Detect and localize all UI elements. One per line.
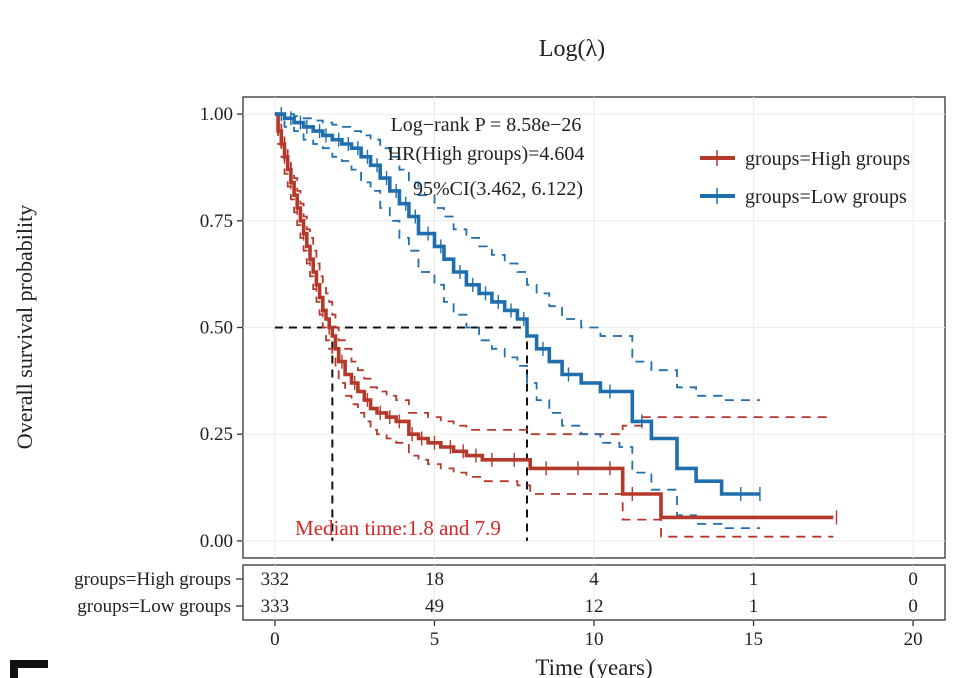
- risk-value-high-1: 18: [425, 569, 444, 590]
- median-annotation: Median time:1.8 and 7.9: [295, 516, 501, 540]
- y-tick-label-4: 1.00: [200, 104, 233, 125]
- risk-row-label-low: groups=Low groups: [77, 596, 231, 617]
- plot-grid: [243, 97, 945, 558]
- risk-value-low-4: 0: [908, 596, 918, 617]
- risk-value-high-4: 0: [908, 569, 918, 590]
- x-tick-label-1: 5: [430, 629, 440, 650]
- x-tick-label-2: 10: [585, 629, 604, 650]
- censor-marks: [280, 107, 838, 525]
- ci-upper-low: [274, 113, 760, 401]
- x-tick-label-3: 15: [744, 629, 763, 650]
- median-lines: [274, 326, 528, 541]
- risk-row-label-high: groups=High groups: [74, 569, 231, 590]
- legend-label-low: groups=Low groups: [745, 186, 907, 208]
- risk-value-low-0: 333: [261, 596, 290, 617]
- risk-value-high-3: 1: [749, 569, 759, 590]
- chart-title: Log(λ): [539, 36, 605, 62]
- ci-lower-low: [274, 113, 760, 529]
- risk-value-high-0: 332: [261, 569, 290, 590]
- panel-corner-mark: [10, 660, 48, 678]
- confidence-bands: [274, 113, 834, 538]
- x-axis-label: Time (years): [535, 655, 652, 678]
- survival-curve-low: [274, 112, 760, 496]
- risk-value-low-1: 49: [425, 596, 444, 617]
- y-axis-ticks: 0.00 0.25 0.50 0.75 1.00: [200, 104, 243, 552]
- x-axis-ticks: 0 5 10 15 20: [270, 620, 923, 650]
- y-tick-label-0: 0.00: [200, 531, 233, 552]
- risk-value-low-2: 12: [585, 596, 604, 617]
- legend-label-high: groups=High groups: [745, 148, 910, 170]
- risk-value-high-2: 4: [589, 569, 599, 590]
- ci-upper-high: [274, 113, 834, 436]
- y-tick-label-2: 0.50: [200, 318, 233, 339]
- risk-value-low-3: 1: [749, 596, 759, 617]
- ci-lower-high: [274, 113, 834, 538]
- logrank-annotation: Log−rank P = 8.58e−26: [391, 114, 582, 136]
- y-tick-label-3: 0.75: [200, 211, 233, 232]
- y-tick-label-1: 0.25: [200, 424, 233, 445]
- ci-annotation: 95%CI(3.462, 6.122): [413, 178, 583, 200]
- risk-table-grid: [274, 565, 914, 620]
- x-tick-label-4: 20: [904, 629, 923, 650]
- hr-annotation: HR(High groups)=4.604: [388, 143, 585, 165]
- x-tick-label-0: 0: [270, 629, 280, 650]
- y-axis-label: Overall survival probability: [12, 205, 37, 449]
- risk-table-values: 332 18 4 1 0 333 49 12 1 0: [261, 569, 918, 617]
- legend: groups=High groups groups=Low groups: [700, 148, 910, 208]
